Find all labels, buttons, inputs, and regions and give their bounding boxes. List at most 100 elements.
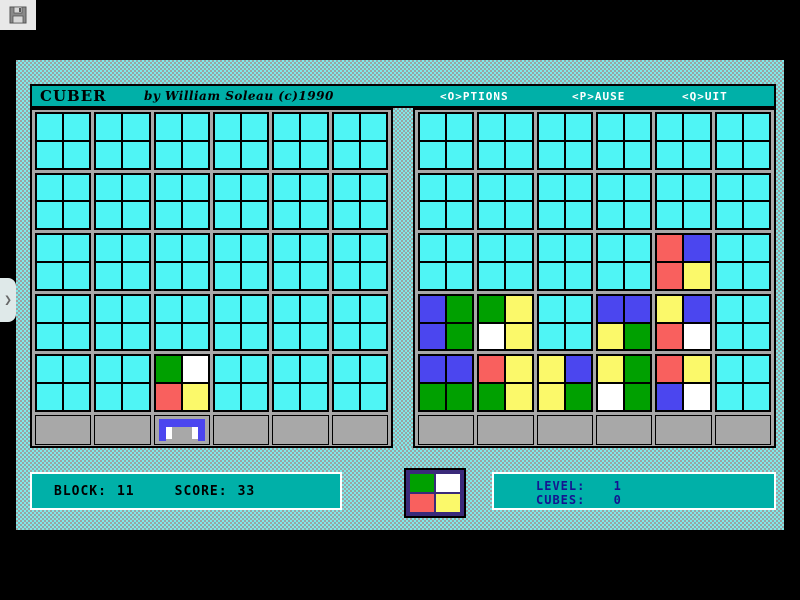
cell-group xyxy=(714,172,771,231)
grid-cell xyxy=(63,294,91,323)
grid-cell xyxy=(95,201,123,230)
cell-group xyxy=(94,354,151,412)
grid-cell xyxy=(36,355,64,384)
grid-cell xyxy=(505,201,533,230)
grid-cell xyxy=(564,140,592,169)
grid-cell xyxy=(332,113,360,141)
grid-cell xyxy=(213,234,242,262)
grid-cell xyxy=(419,173,447,202)
cell-group xyxy=(714,233,771,291)
grid-cell xyxy=(419,140,447,169)
cell-group xyxy=(536,112,593,170)
cell-group xyxy=(94,233,151,291)
grid-cell xyxy=(332,234,360,262)
grid-cell xyxy=(300,113,328,141)
grid-cell xyxy=(656,261,684,290)
grid-cell xyxy=(181,355,209,384)
grid-cell xyxy=(63,201,91,230)
cell-group xyxy=(35,233,92,291)
cell-group xyxy=(536,354,593,412)
floor-segment xyxy=(331,415,388,445)
grid-cell xyxy=(300,140,328,169)
grid-cell xyxy=(446,294,474,323)
grid-cell xyxy=(683,322,711,351)
grid-cell xyxy=(446,322,474,351)
cell-group xyxy=(714,354,771,412)
cell-group xyxy=(477,354,534,412)
grid-cell xyxy=(213,173,242,202)
grid-cell xyxy=(181,261,209,290)
cell-group xyxy=(212,233,270,291)
grid-cell xyxy=(213,201,242,230)
grid-cell xyxy=(241,173,269,202)
grid-cell xyxy=(95,261,123,290)
grid-cell xyxy=(181,173,209,202)
grid-cell xyxy=(419,322,447,351)
menu-item-pause[interactable]: <P>AUSE xyxy=(572,90,626,103)
menu-item-quit[interactable]: <Q>UIT xyxy=(682,90,728,103)
cart[interactable] xyxy=(158,419,205,441)
grid-cell xyxy=(446,113,474,141)
grid-cell xyxy=(154,201,182,230)
grid-cell xyxy=(564,234,592,262)
grid-cell xyxy=(154,383,182,411)
cubes-label: CUBES: xyxy=(536,493,586,507)
grid-cell xyxy=(359,140,387,169)
grid-cell xyxy=(537,173,565,202)
grid-cell xyxy=(715,173,743,202)
cell-group xyxy=(153,293,210,352)
grid-cell xyxy=(213,261,242,290)
grid-cell xyxy=(181,322,209,351)
grid-cell xyxy=(95,234,123,262)
cell-group xyxy=(212,354,270,412)
grid-cell xyxy=(624,294,652,323)
grid-cell xyxy=(596,234,625,262)
cart-leg-left xyxy=(158,427,166,441)
grid-cell xyxy=(419,234,447,262)
grid-cell xyxy=(154,294,182,323)
cell-group xyxy=(153,233,210,291)
grid-cell xyxy=(154,234,182,262)
grid-cell xyxy=(683,355,711,384)
grid-cell xyxy=(154,261,182,290)
grid-cell xyxy=(683,113,711,141)
cell-group xyxy=(331,233,388,291)
grid-cell xyxy=(537,383,565,411)
grid-cell xyxy=(63,140,91,169)
cell-group xyxy=(477,112,534,170)
grid-cell xyxy=(564,294,592,323)
cell-group xyxy=(595,172,653,231)
sidebar-expand-tab[interactable]: ❯ xyxy=(0,278,16,322)
grid-cell xyxy=(359,113,387,141)
preview-cell xyxy=(409,493,435,513)
cart-leg-right xyxy=(197,427,205,441)
cart-gap-left xyxy=(165,427,172,439)
grid-cell xyxy=(95,355,123,384)
grid-cell xyxy=(683,383,711,411)
cell-group xyxy=(35,354,92,412)
grid-cell xyxy=(332,173,360,202)
level-row: LEVEL: 1 xyxy=(536,479,622,493)
grid-cell xyxy=(564,383,592,411)
score-label: SCORE: xyxy=(174,483,228,499)
cart-body xyxy=(171,427,192,439)
save-button[interactable] xyxy=(0,0,36,30)
game-subtitle: by William Soleau (c)1990 xyxy=(144,89,334,103)
left-play-field[interactable] xyxy=(30,108,393,448)
play-fields xyxy=(30,108,776,448)
grid-cell xyxy=(596,355,625,384)
grid-cell xyxy=(715,113,743,141)
grid-cell xyxy=(95,140,123,169)
preview-cell xyxy=(435,473,461,493)
floor-segment xyxy=(212,415,270,445)
grid-cell xyxy=(122,355,150,384)
grid-cell xyxy=(446,234,474,262)
grid-cell xyxy=(95,173,123,202)
cell-group xyxy=(153,112,210,170)
grid-cell xyxy=(181,201,209,230)
right-play-field[interactable] xyxy=(413,108,776,448)
cell-group xyxy=(212,293,270,352)
grid-cell xyxy=(446,355,474,384)
menu-item-options[interactable]: <O>PTIONS xyxy=(440,90,509,103)
